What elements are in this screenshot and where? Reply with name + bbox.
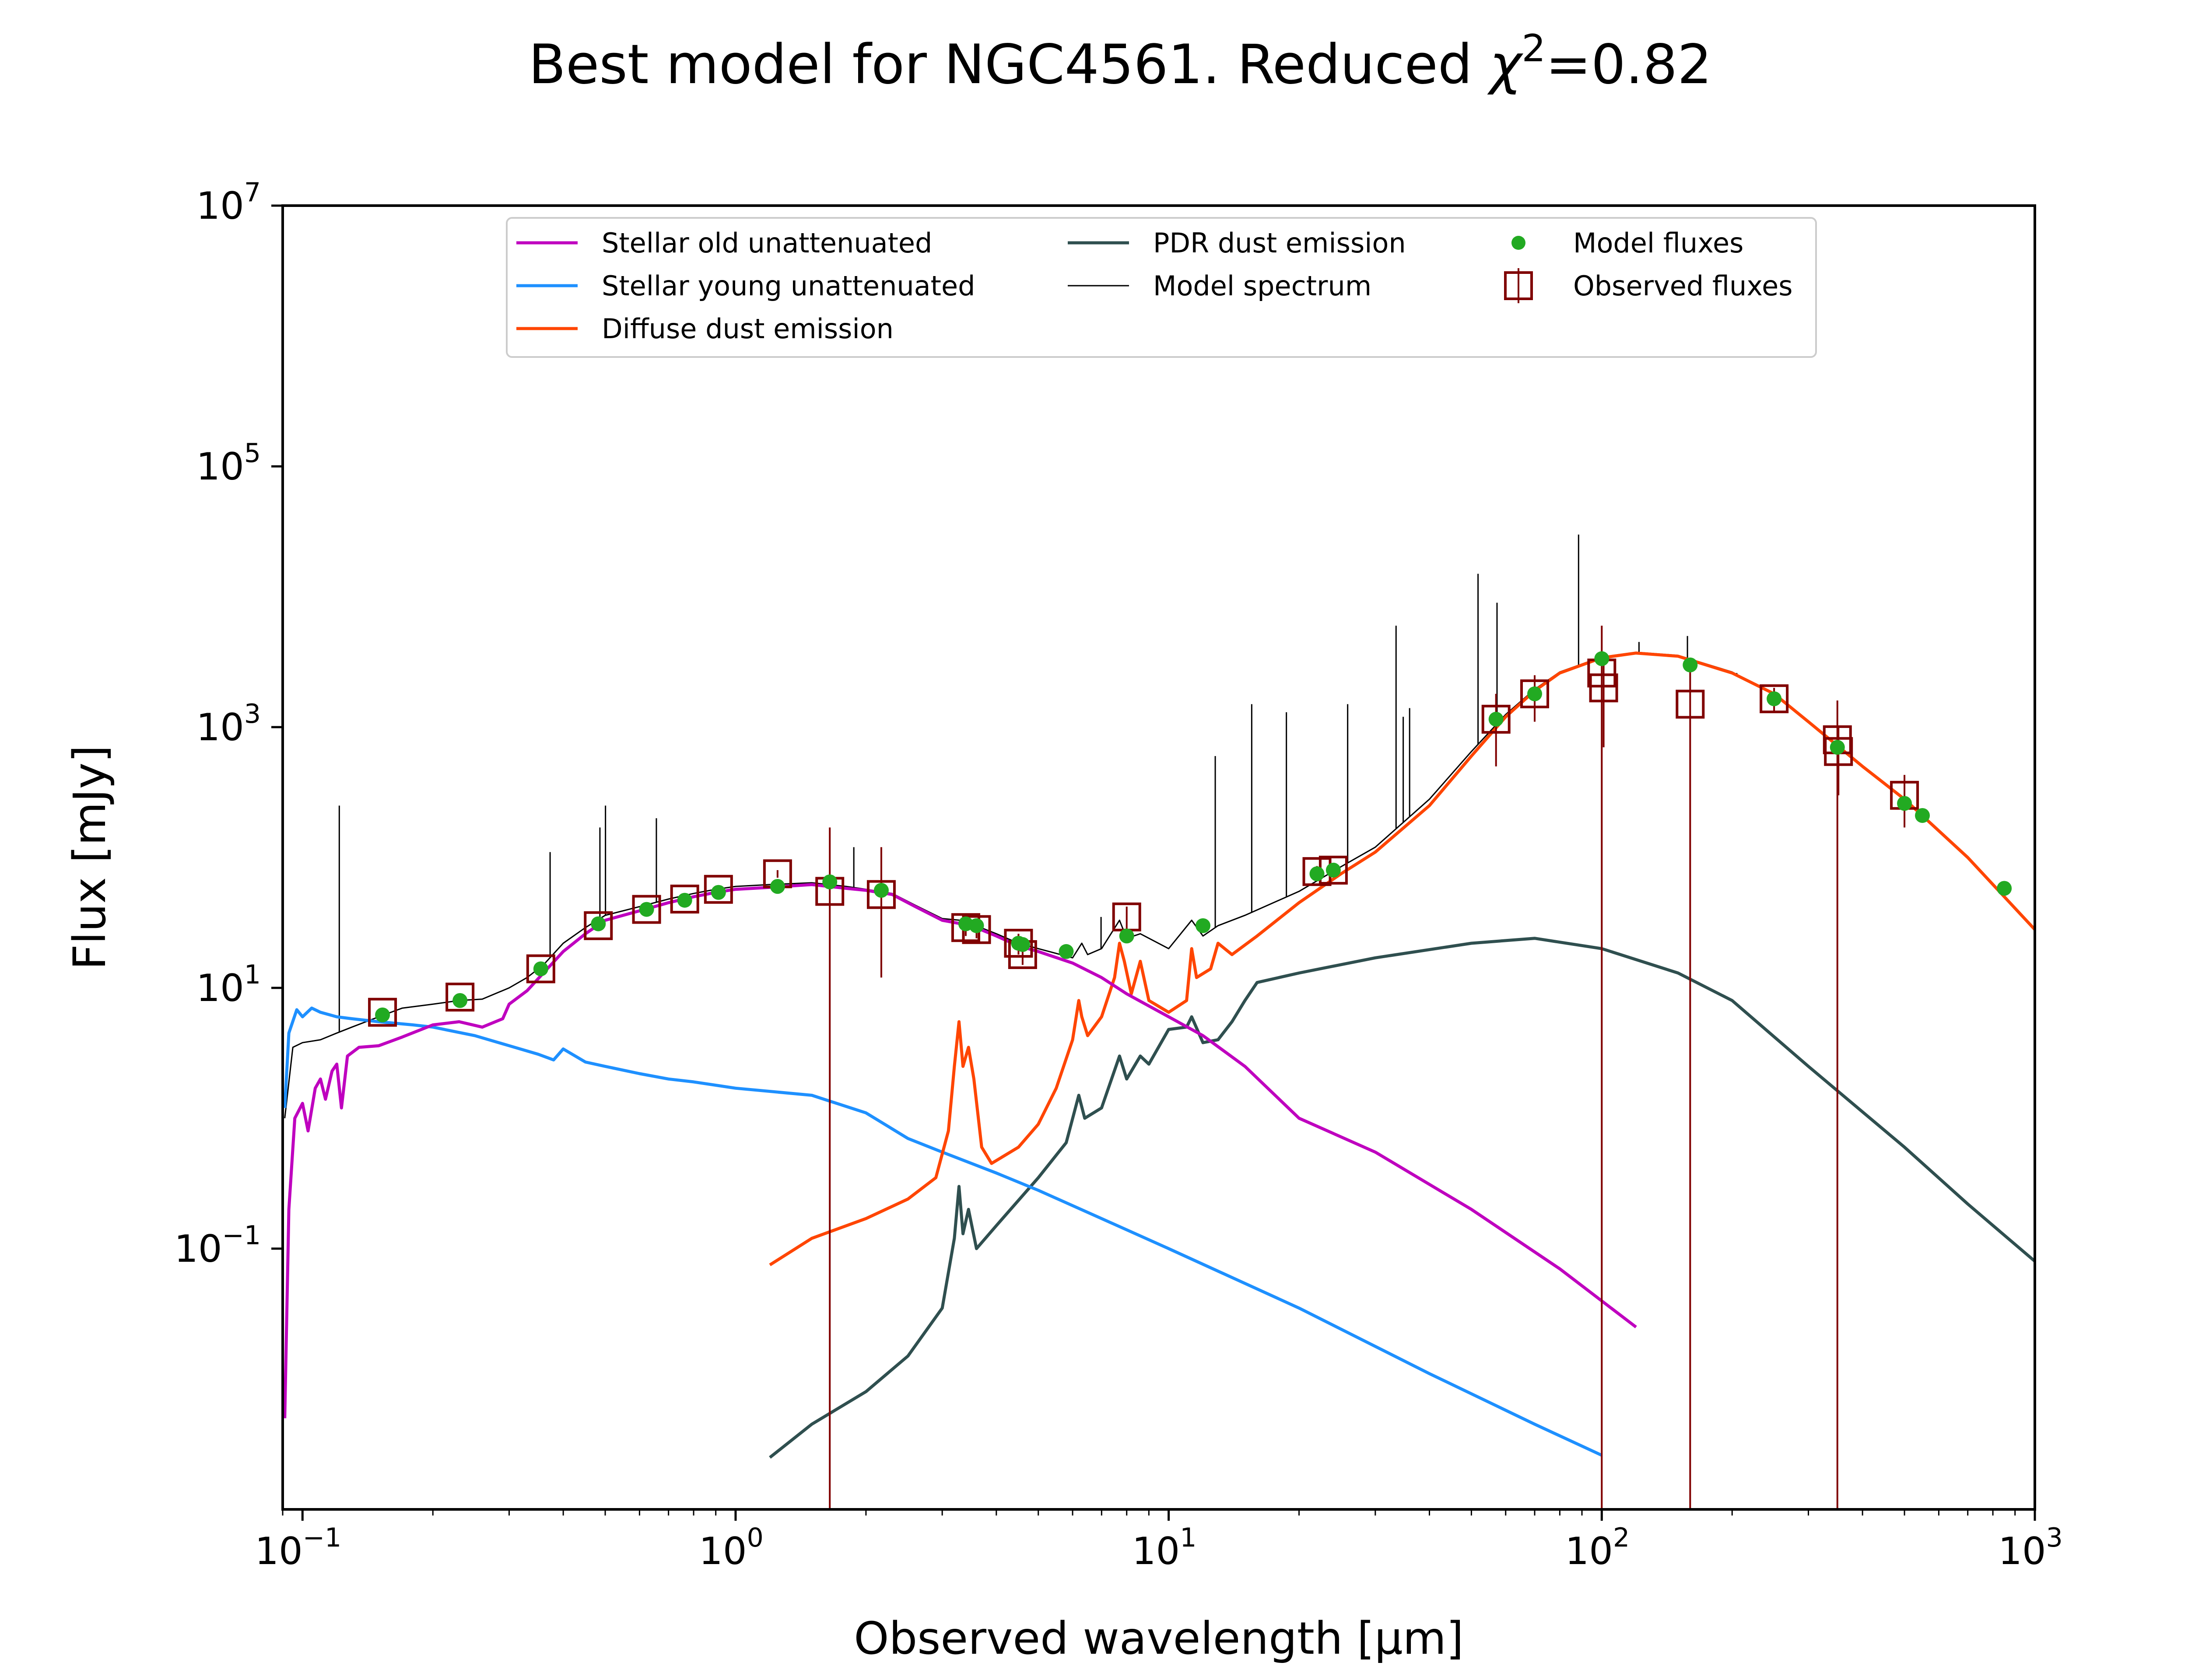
observed-flux-point (1824, 727, 1853, 795)
x-tick-label: 102 (1565, 1522, 1630, 1573)
legend-item-diffuse-dust: Diffuse dust emission (516, 313, 894, 345)
legend: Stellar old unattenuated Stellar young un… (506, 217, 1817, 358)
observed-flux-marker (1481, 704, 1511, 734)
y-tick-label: 10−1 (174, 1220, 261, 1271)
plot-area (283, 534, 2035, 1509)
model-flux-point (1830, 740, 1845, 755)
x-tick-label: 103 (1998, 1522, 2063, 1573)
model-flux-point (677, 892, 692, 908)
series-line-pdr-dust (769, 937, 2035, 1459)
model-flux-point (969, 918, 984, 933)
model-flux-point (873, 883, 889, 898)
legend-item-pdr-dust: PDR dust emission (1068, 227, 1406, 259)
observed-flux-marker (1760, 684, 1789, 714)
y-tick-label: 105 (196, 438, 261, 489)
legend-label: PDR dust emission (1153, 227, 1406, 259)
observed-flux-point (866, 847, 896, 978)
legend-swatch (1511, 236, 1525, 250)
series-line-stellar-old (283, 883, 1637, 1418)
legend-label: Model fluxes (1573, 227, 1743, 259)
legend-label: Observed fluxes (1573, 270, 1793, 302)
observed-flux-marker (1004, 928, 1033, 958)
model-flux-point (1309, 866, 1325, 882)
observed-flux-marker (445, 983, 475, 1012)
title-chi: χ (1487, 33, 1524, 96)
observed-flux-marker (526, 954, 555, 984)
model-flux-point (1683, 657, 1698, 672)
observed-flux-marker (866, 880, 896, 909)
model-flux-point (822, 874, 838, 889)
y-axis-label: Flux [mJy] (64, 745, 116, 970)
model-flux-point (770, 879, 785, 894)
series-line-diffuse-dust (769, 651, 2035, 1267)
chart-title: Best model for NGC4561. Reduced χ2=0.82 (529, 27, 1712, 96)
observed-flux-marker (1676, 690, 1705, 719)
legend-item-observed-fluxes: Observed fluxes (1504, 268, 1793, 303)
model-flux-point (1325, 862, 1341, 878)
model-flux-point (452, 993, 468, 1008)
observed-flux-point (1676, 665, 1705, 1509)
title-sup: 2 (1522, 27, 1546, 70)
observed-flux-marker (1824, 737, 1853, 766)
observed-flux-marker (1589, 673, 1618, 703)
observed-flux-marker (1520, 679, 1550, 708)
legend-item-model-spectrum: Model spectrum (1068, 270, 1371, 302)
legend-label: Stellar young unattenuated (602, 270, 975, 302)
x-tick-label: 10−1 (255, 1522, 341, 1573)
model-flux-point (639, 902, 654, 917)
observed-flux-point (1589, 659, 1618, 748)
model-flux-point (533, 961, 548, 976)
x-tick-label: 101 (1132, 1522, 1197, 1573)
legend-swatch (1504, 271, 1533, 300)
observed-flux-point (1481, 693, 1511, 766)
observed-flux-marker (670, 884, 699, 914)
title-text: Best model for NGC4561. Reduced (529, 33, 1490, 96)
model-flux-point (1059, 944, 1074, 959)
model-flux-point (1897, 796, 1912, 811)
observed-flux-marker (632, 895, 661, 924)
x-tick-label: 100 (699, 1522, 764, 1573)
model-flux-point (375, 1007, 390, 1022)
y-tick-label: 101 (196, 959, 261, 1010)
legend-label: Model spectrum (1153, 270, 1371, 302)
legend-frame (506, 217, 1817, 358)
observed-flux-marker (368, 998, 397, 1027)
observed-flux-marker (584, 911, 613, 940)
legend-label: Stellar old unattenuated (602, 227, 932, 259)
plot-frame (281, 204, 2036, 1511)
legend-item-stellar-young: Stellar young unattenuated (516, 270, 975, 302)
model-flux-point (1196, 918, 1211, 933)
axes: 10−1 100 101 102 103 10−1 101 103 105 107 (174, 177, 2063, 1573)
y-tick-label: 107 (196, 177, 261, 228)
model-flux-point (1119, 928, 1134, 944)
series-line-stellar-young (283, 1006, 1602, 1457)
legend-item-stellar-old: Stellar old unattenuated (516, 227, 932, 259)
model-flux-point (1915, 808, 1930, 823)
model-flux-point (1767, 691, 1782, 707)
model-flux-point (1594, 651, 1609, 666)
model-flux-point (1997, 881, 2012, 896)
observed-flux-marker (704, 875, 733, 904)
legend-item-model-fluxes: Model fluxes (1511, 227, 1743, 259)
model-flux-point (1527, 686, 1543, 701)
legend-label: Diffuse dust emission (602, 313, 894, 345)
x-axis-label: Observed wavelength [μm] (854, 1613, 1464, 1665)
model-flux-point (711, 885, 726, 900)
model-flux-point (591, 916, 606, 931)
y-tick-label: 103 (196, 699, 261, 749)
model-flux-point (1015, 937, 1030, 952)
model-flux-point (1488, 711, 1504, 727)
title-suffix: =0.82 (1546, 33, 1712, 96)
